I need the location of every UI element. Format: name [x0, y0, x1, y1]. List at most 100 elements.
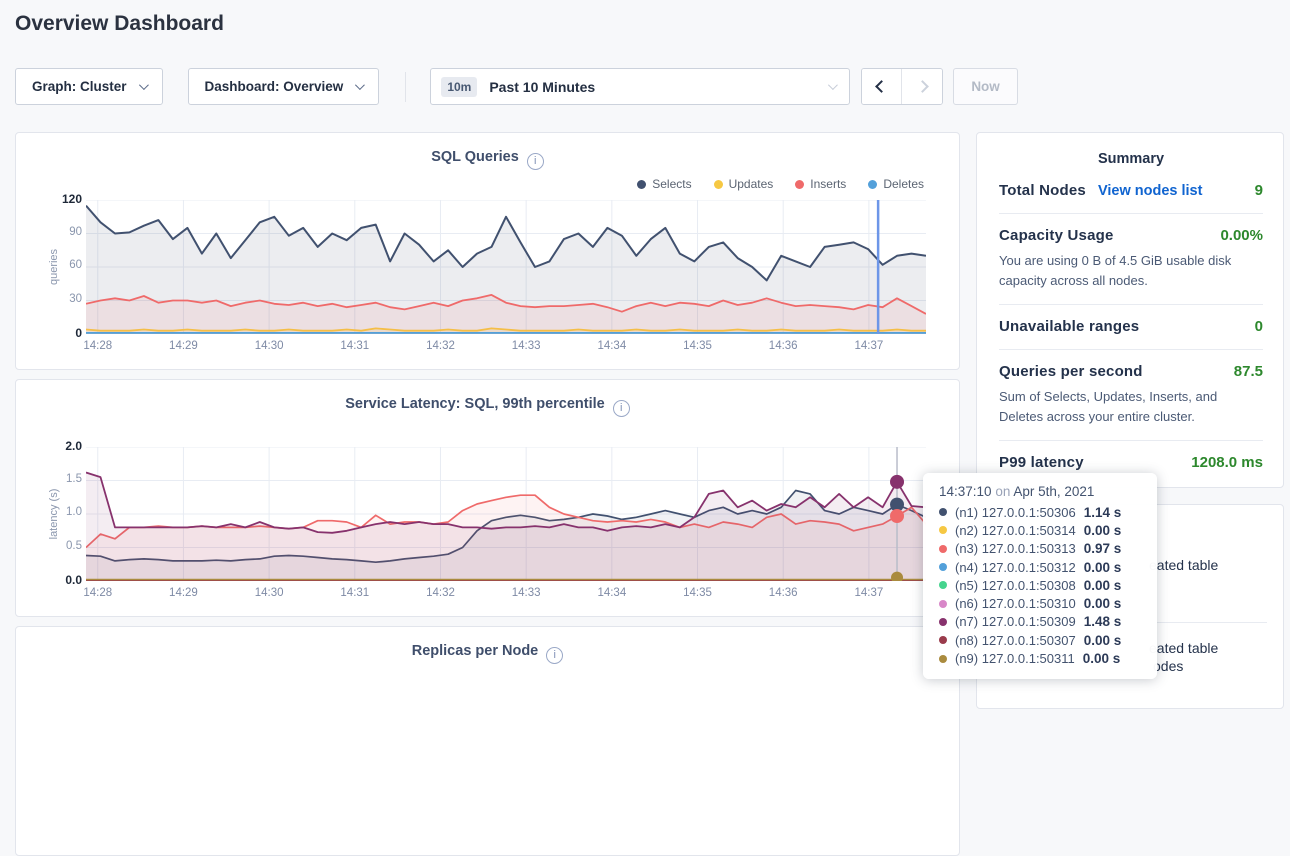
tooltip-row: (n1) 127.0.0.1:50306 1.14 s	[939, 503, 1145, 521]
now-button[interactable]: Now	[953, 68, 1018, 105]
info-icon[interactable]: i	[546, 646, 564, 664]
summary-panel: Summary Total Nodes View nodes list 9 Capac…	[976, 132, 1284, 488]
tooltip-node-value: 1.14 s	[1083, 504, 1122, 520]
y-axis-tick: 1.5	[66, 472, 82, 485]
controls-bar: Graph: Cluster Dashboard: Overview 10m P…	[15, 68, 1018, 105]
series-area-(n7) 127.0.0.1:50309	[86, 472, 926, 581]
tooltip-node-value: 0.00 s	[1083, 559, 1122, 575]
hover-point-dot	[890, 509, 905, 524]
x-axis-tick: 14:31	[340, 587, 370, 599]
divider	[1157, 622, 1267, 623]
node-color-dot-icon	[939, 636, 947, 645]
x-axis-tick: 14:29	[169, 587, 198, 599]
chevron-down-icon	[828, 80, 839, 91]
graph-dropdown[interactable]: Graph: Cluster	[15, 68, 163, 105]
summary-description: You are using 0 B of 4.5 GiB usable disk…	[999, 253, 1232, 288]
legend-item-selects[interactable]: Selects	[637, 177, 692, 191]
summary-row: Total Nodes View nodes list 9	[999, 169, 1263, 213]
dashboard-dropdown[interactable]: Dashboard: Overview	[187, 68, 380, 105]
tooltip-node-value: 0.00 s	[1083, 596, 1122, 612]
summary-row-line: Queries per second 87.5	[999, 363, 1263, 380]
x-axis-tick: 14:36	[768, 587, 798, 599]
series-line-Selects	[86, 204, 926, 282]
chart-title: Replicas per Node	[411, 643, 539, 659]
legend-item-updates[interactable]: Updates	[713, 177, 773, 191]
replicas-per-node-chart-card: Replicas per Node i	[15, 626, 960, 856]
info-icon[interactable]: i	[612, 399, 630, 417]
x-axis-tick: 14:35	[683, 340, 712, 352]
series-area-(n1) 127.0.0.1:50306	[86, 490, 926, 581]
x-axis-tick: 14:37	[854, 340, 884, 352]
y-axis-tick: 30	[69, 292, 82, 305]
legend-dot-icon	[868, 179, 878, 189]
series-line-(n7) 127.0.0.1:50309	[86, 471, 926, 534]
series-line-Inserts	[86, 294, 926, 315]
tooltip-node-label: (n9) 127.0.0.1:50311	[955, 651, 1075, 667]
time-nav-group	[861, 68, 944, 105]
y-axis-tick: 60	[69, 259, 82, 271]
tooltip-row: (n4) 127.0.0.1:50312 0.00 s	[939, 558, 1145, 576]
node-color-dot-icon	[939, 617, 947, 626]
x-axis-tick: 14:32	[426, 340, 455, 352]
legend-dot-icon	[713, 179, 723, 189]
y-axis-unit: queries	[48, 248, 60, 286]
tooltip-row: (n5) 127.0.0.1:50308 0.00 s	[939, 576, 1145, 594]
y-axis-tick: 120	[61, 192, 82, 206]
tooltip-row: (n9) 127.0.0.1:50311 0.00 s	[939, 649, 1145, 667]
x-axis-tick: 14:34	[597, 587, 627, 599]
time-range-dropdown[interactable]: 10m Past 10 Minutes	[430, 68, 851, 105]
legend-label: Deletes	[883, 177, 924, 191]
event-text-fragment: eated table	[1149, 640, 1219, 656]
tooltip-row: (n6) 127.0.0.1:50310 0.00 s	[939, 594, 1145, 612]
summary-title: Summary	[1097, 151, 1165, 167]
time-next-button[interactable]	[902, 69, 943, 104]
info-icon[interactable]: i	[526, 152, 544, 170]
chart-plot-area[interactable]	[86, 447, 926, 581]
node-color-dot-icon	[939, 526, 947, 535]
tooltip-row: (n3) 127.0.0.1:50313 0.97 s	[939, 540, 1145, 558]
tooltip-node-label: (n6) 127.0.0.1:50310	[955, 596, 1076, 612]
summary-label: Total Nodes	[999, 182, 1086, 199]
chart-title: SQL Queries	[431, 149, 519, 165]
summary-row-line: P99 latency 1208.0 ms	[999, 454, 1263, 471]
summary-row-line: Unavailable ranges 0	[999, 318, 1263, 335]
tooltip-row: (n2) 127.0.0.1:50314 0.00 s	[939, 521, 1145, 539]
node-color-dot-icon	[939, 544, 947, 553]
tooltip-node-value: 0.00 s	[1082, 651, 1121, 667]
chart-plot-area[interactable]	[86, 200, 926, 334]
time-range-badge: 10m	[441, 76, 478, 97]
tooltip-node-label: (n2) 127.0.0.1:50314	[955, 522, 1076, 538]
chevron-right-icon	[915, 80, 929, 93]
tooltip-node-label: (n1) 127.0.0.1:50306	[955, 504, 1076, 520]
legend-dot-icon	[637, 179, 647, 189]
tooltip-node-label: (n4) 127.0.0.1:50312	[955, 559, 1076, 575]
y-axis-tick: 0.5	[66, 539, 82, 552]
summary-value: 0.00%	[1220, 227, 1263, 244]
charts-column: SQL Queries i Selects Updates Inserts Delete…	[15, 132, 960, 856]
tooltip-node-label: (n7) 127.0.0.1:50309	[955, 614, 1076, 630]
summary-label: Unavailable ranges	[999, 318, 1140, 335]
hover-point-dot	[890, 497, 905, 512]
series-area-Selects	[86, 205, 926, 334]
view-nodes-link[interactable]: View nodes list	[1097, 183, 1203, 199]
page-title: Overview Dashboard	[15, 12, 224, 35]
summary-row: Unavailable ranges 0	[999, 304, 1263, 349]
tooltip-node-value: 0.97 s	[1083, 541, 1122, 557]
summary-row-line: Capacity Usage 0.00%	[999, 227, 1263, 244]
tooltip-header: 14:37:10 on Apr 5th, 2021	[939, 484, 1145, 499]
summary-label: Queries per second	[999, 363, 1143, 380]
time-prev-button[interactable]	[862, 69, 903, 104]
legend-item-deletes[interactable]: Deletes	[868, 177, 924, 191]
tooltip-row: (n7) 127.0.0.1:50309 1.48 s	[939, 613, 1145, 631]
summary-value: 1208.0 ms	[1191, 454, 1263, 471]
tooltip-conjunction: on	[995, 484, 1011, 499]
x-axis-tick: 14:28	[83, 587, 113, 599]
summary-row: Queries per second 87.5 Sum of Selects, Up…	[999, 349, 1263, 440]
time-range-label: Past 10 Minutes	[489, 78, 596, 95]
sql-queries-chart-card: SQL Queries i Selects Updates Inserts Delete…	[15, 132, 960, 370]
legend-item-inserts[interactable]: Inserts	[795, 177, 846, 191]
x-axis-tick: 14:33	[511, 340, 541, 352]
summary-value: 0	[1254, 318, 1263, 335]
series-line-(n3) 127.0.0.1:50313	[86, 494, 926, 549]
y-axis-unit: latency (s)	[48, 488, 60, 540]
